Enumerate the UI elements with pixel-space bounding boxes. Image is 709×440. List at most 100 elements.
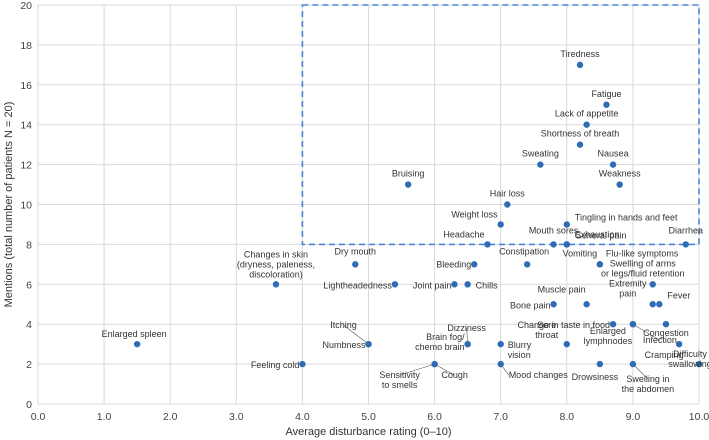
data-point [484, 241, 491, 248]
data-point [609, 321, 617, 328]
y-tick-label: 12 [20, 160, 32, 172]
data-point [695, 360, 703, 368]
point-label: Hair loss [490, 189, 526, 199]
y-tick-label: 10 [20, 200, 32, 212]
data-point [272, 281, 280, 288]
data-point [550, 301, 557, 308]
data-point [497, 360, 504, 368]
data-point [431, 360, 438, 368]
point-label: Weight loss [451, 209, 498, 219]
callout-line [399, 363, 435, 376]
x-tick-label: 1.0 [97, 411, 112, 423]
data-point [656, 301, 663, 308]
point-label: Sensitivity to smells [379, 370, 420, 390]
data-point [563, 340, 570, 348]
data-point [629, 321, 637, 328]
point-label: Changes in skin (dryness, paleness, discol… [237, 249, 315, 279]
data-point [596, 261, 604, 268]
y-tick-label: 18 [20, 40, 32, 52]
callout-line [343, 324, 369, 345]
x-tick-label: 0.0 [31, 411, 46, 423]
y-tick-label: 2 [26, 359, 32, 371]
point-label: Chills [476, 280, 499, 290]
x-tick-label: 6.0 [427, 411, 442, 423]
y-tick-label: 6 [26, 279, 32, 291]
point-label: Numbness [322, 340, 366, 350]
data-point [391, 281, 399, 288]
data-point [629, 360, 637, 368]
data-point [662, 321, 670, 328]
point-label: Change in taste in food [517, 320, 610, 330]
point-label: Fever [667, 290, 690, 300]
point-label: Enlarged lymphnodes [584, 326, 633, 346]
point-label: Sweating [522, 149, 559, 159]
point-label: Headache [443, 229, 484, 239]
point-label: Lightheadedness [323, 280, 392, 290]
point-label: Cough [441, 370, 468, 380]
data-point [563, 241, 570, 248]
point-label: Mouth sores [529, 225, 579, 235]
point-label: Extremity pain [609, 278, 647, 298]
point-label: Itching [330, 320, 357, 330]
point-label: Difficulty swallowing [668, 349, 709, 369]
data-point [609, 161, 617, 168]
point-label: Nausea [598, 149, 629, 159]
y-tick-label: 4 [26, 319, 32, 331]
y-tick-label: 14 [20, 120, 32, 132]
data-point [497, 221, 504, 228]
point-labels: Tiredness Fatigue Lack of appetite Shortnes… [102, 49, 709, 394]
point-label: Flu-like symptoms [606, 248, 679, 258]
data-point [649, 301, 656, 308]
point-label: Mood changes [509, 370, 569, 380]
point-label: Bruising [392, 169, 425, 179]
y-tick-label: 20 [20, 0, 32, 12]
data-point [682, 241, 689, 248]
point-label: Fatigue [591, 89, 621, 99]
point-label: Vomiting [563, 248, 598, 258]
data-point [649, 281, 656, 288]
x-tick-label: 9.0 [626, 411, 641, 423]
data-point [404, 181, 412, 188]
x-tick-label: 8.0 [559, 411, 574, 423]
data-point [576, 141, 584, 148]
point-label: Feeling cold [251, 360, 300, 370]
point-label: Drowsiness [572, 372, 619, 382]
point-label: Weakness [599, 169, 641, 179]
data-point [675, 340, 683, 348]
point-label: Diarrhea [669, 225, 704, 235]
callout-line [632, 363, 649, 380]
data-point [471, 261, 478, 268]
y-tick-label: 0 [26, 399, 32, 411]
y-tick-label: 16 [20, 80, 32, 92]
highlight-box [301, 4, 700, 246]
x-tick-label: 3.0 [229, 411, 244, 423]
data-point [504, 201, 511, 208]
point-label: Enlarged spleen [102, 329, 167, 339]
axis-ticks: 0.0 1.0 2.0 3.0 4.0 5.0 6.0 7.0 8.0 9.0 10.0 0 2 4 6 8 1… [20, 0, 709, 423]
point-label: Cramping [645, 350, 684, 360]
point-label: Lack of appetite [555, 109, 619, 119]
data-point [464, 281, 471, 288]
x-tick-label: 10.0 [689, 411, 709, 423]
data-point [497, 340, 504, 348]
data-point [596, 360, 604, 368]
point-label: Exhaustion [575, 229, 620, 239]
callout-line [434, 363, 455, 376]
data-point [616, 181, 623, 188]
point-label: Bleeding [436, 259, 471, 269]
point-label: Dizziness [447, 323, 486, 333]
callout-line [632, 323, 661, 341]
point-label: Congestion [643, 328, 689, 338]
x-tick-label: 2.0 [163, 411, 178, 423]
data-points [133, 61, 703, 368]
data-point [583, 301, 590, 308]
point-label: Shortness of breath [541, 129, 620, 139]
point-label: Bone pain [510, 300, 551, 310]
point-label: Sore throat [535, 320, 559, 340]
x-axis-title: Average disturbance rating (0–10) [285, 426, 451, 438]
data-point [299, 360, 306, 368]
point-label: Infection [643, 335, 677, 345]
point-label: Constipation [499, 246, 549, 256]
y-axis-title: Mentions (total number of patients N = 2… [3, 102, 15, 308]
data-point [365, 340, 372, 348]
